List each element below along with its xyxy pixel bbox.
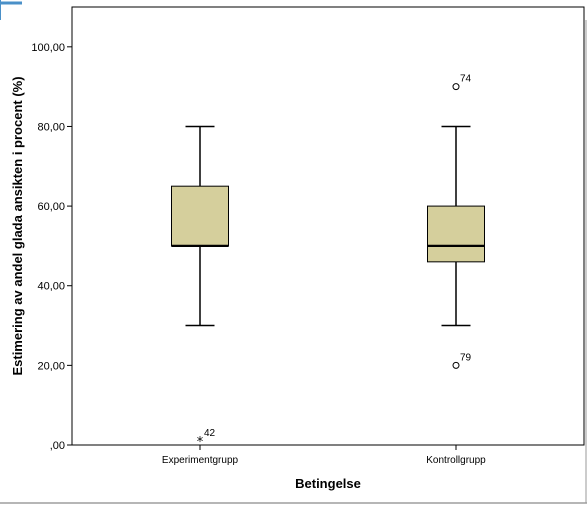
y-tick-label: 60,00 bbox=[37, 201, 65, 213]
box-2: 74 79 bbox=[427, 74, 485, 369]
x-tick-label: Kontrollgrupp bbox=[426, 455, 486, 466]
outlier-circle bbox=[452, 361, 460, 369]
outlier-label: 42 bbox=[204, 428, 216, 439]
x-tick-label: Experimentgrupp bbox=[162, 455, 239, 466]
iqr-box bbox=[171, 185, 229, 247]
y-tick-label: 80,00 bbox=[37, 121, 65, 133]
y-axis: ,00 20,00 40,00 60,00 80,00 100,00 bbox=[31, 42, 72, 452]
extreme-outlier-star: * bbox=[197, 435, 204, 450]
y-tick-label: 20,00 bbox=[37, 360, 65, 372]
y-axis-title: Estimering av andel glada ansikten i pro… bbox=[10, 76, 25, 375]
x-axis-title: Betingelse bbox=[295, 476, 361, 491]
iqr-box bbox=[427, 205, 485, 263]
box-1: *42 bbox=[171, 125, 229, 450]
boxes-group: *42 74 79 bbox=[171, 74, 485, 450]
plot-area bbox=[71, 6, 585, 446]
y-tick-label: 40,00 bbox=[37, 281, 65, 293]
y-tick-label: ,00 bbox=[50, 440, 65, 452]
x-axis: Experimentgrupp Kontrollgrupp bbox=[162, 445, 486, 466]
outlier-label: 79 bbox=[460, 352, 472, 363]
outlier-label: 74 bbox=[460, 74, 472, 85]
y-tick-label: 100,00 bbox=[31, 42, 65, 54]
outlier-circle bbox=[452, 83, 460, 91]
